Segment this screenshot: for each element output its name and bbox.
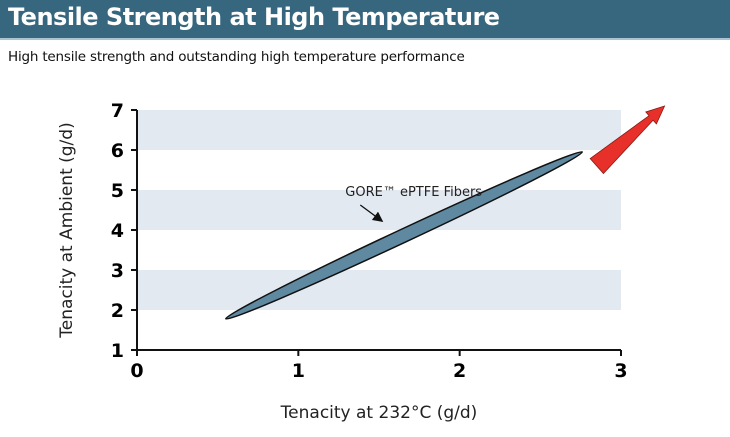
y-axis-label: Tenacity at Ambient (g/d) bbox=[57, 122, 77, 338]
trend-arrow bbox=[589, 105, 666, 175]
y-tick-label: 3 bbox=[111, 260, 124, 282]
band bbox=[137, 110, 621, 150]
y-tick-label: 1 bbox=[111, 340, 124, 362]
y-tick-label: 7 bbox=[111, 100, 124, 122]
y-tick-label: 4 bbox=[111, 220, 124, 242]
x-tick-label: 0 bbox=[130, 360, 143, 382]
y-tick-label: 2 bbox=[111, 300, 124, 322]
y-tick-label: 6 bbox=[111, 140, 124, 162]
y-tick-label: 5 bbox=[111, 180, 124, 202]
ePTFE-region bbox=[224, 151, 584, 320]
annotation-label: GORE™ ePTFE Fibers bbox=[345, 185, 482, 200]
band bbox=[137, 270, 621, 310]
x-tick-label: 3 bbox=[614, 360, 627, 382]
header-bar: Tensile Strength at High Temperature bbox=[0, 0, 730, 40]
band bbox=[137, 190, 621, 230]
annotation-arrow bbox=[359, 204, 384, 222]
subtitle: High tensile strength and outstanding hi… bbox=[8, 49, 465, 65]
x-tick-label: 1 bbox=[292, 360, 305, 382]
x-tick-label: 2 bbox=[453, 360, 466, 382]
page-title: Tensile Strength at High Temperature bbox=[8, 3, 500, 31]
x-axis-label: Tenacity at 232°C (g/d) bbox=[280, 403, 478, 423]
